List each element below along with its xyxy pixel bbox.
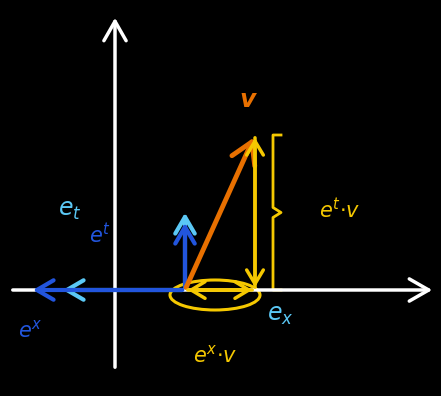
Text: $e^t{\cdot}v$: $e^t{\cdot}v$ xyxy=(319,198,361,223)
Text: v: v xyxy=(240,88,256,112)
Text: $e_t$: $e_t$ xyxy=(58,198,82,222)
Text: $e^x$: $e^x$ xyxy=(18,319,42,341)
Text: $e^t$: $e^t$ xyxy=(89,223,111,248)
Text: $e_x$: $e_x$ xyxy=(267,303,293,327)
Text: $e^x{\cdot}v$: $e^x{\cdot}v$ xyxy=(193,344,237,366)
